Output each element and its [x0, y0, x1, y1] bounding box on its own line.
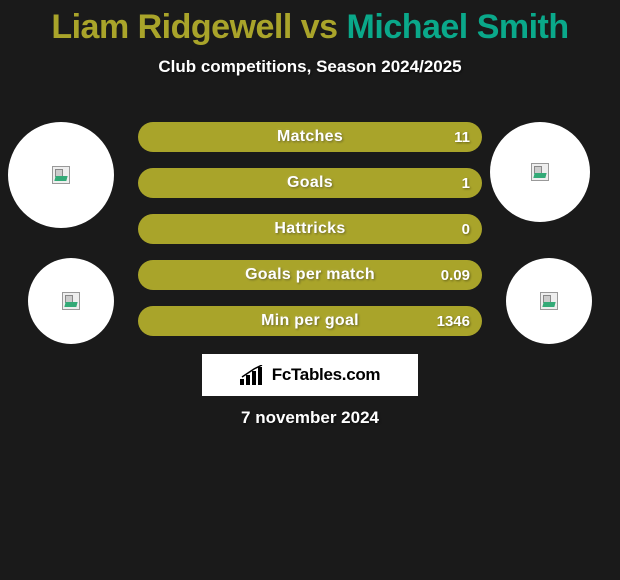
stat-label: Matches [277, 128, 343, 146]
brand-box: FcTables.com [202, 354, 418, 396]
stat-bar: Goals per match 0.09 [138, 260, 482, 290]
stat-label: Min per goal [261, 312, 359, 330]
stat-bar: Goals 1 [138, 168, 482, 198]
chart-bars-icon [240, 365, 266, 385]
stat-bar: Matches 11 [138, 122, 482, 152]
stat-value: 1346 [437, 313, 470, 330]
vs-separator: vs [292, 8, 347, 46]
broken-image-icon [62, 292, 80, 310]
brand-text: FcTables.com [272, 365, 381, 385]
player-avatar [8, 122, 114, 228]
stat-value: 11 [454, 129, 470, 146]
broken-image-icon [540, 292, 558, 310]
player1-name: Liam Ridgewell [51, 8, 292, 46]
broken-image-icon [531, 163, 549, 181]
broken-image-icon [52, 166, 70, 184]
stat-label: Hattricks [274, 220, 345, 238]
player2-name: Michael Smith [347, 8, 569, 46]
stat-bar: Min per goal 1346 [138, 306, 482, 336]
player-avatar [506, 258, 592, 344]
stat-bar: Hattricks 0 [138, 214, 482, 244]
stat-value: 1 [462, 175, 470, 192]
player-avatar [490, 122, 590, 222]
player-avatar [28, 258, 114, 344]
season-subtitle: Club competitions, Season 2024/2025 [0, 57, 620, 77]
stat-label: Goals per match [245, 266, 375, 284]
stats-bars: Matches 11 Goals 1 Hattricks 0 Goals per match… [138, 122, 482, 352]
stat-label: Goals [287, 174, 333, 192]
stat-value: 0 [462, 221, 470, 238]
comparison-title: Liam Ridgewell vs Michael Smith [0, 0, 620, 47]
snapshot-date: 7 november 2024 [0, 408, 620, 428]
stat-value: 0.09 [441, 267, 470, 284]
